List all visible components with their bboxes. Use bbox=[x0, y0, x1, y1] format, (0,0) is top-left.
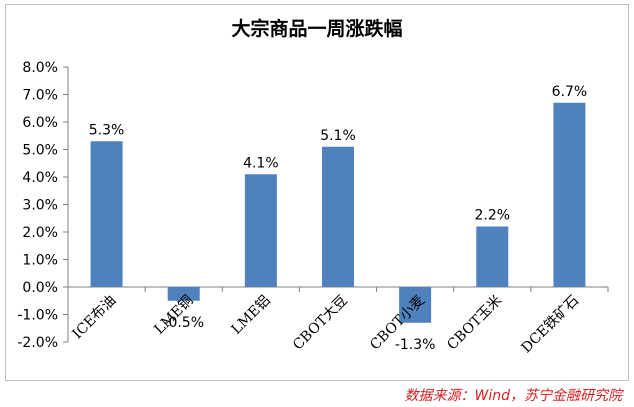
bar bbox=[244, 174, 277, 287]
bar bbox=[476, 226, 509, 287]
data-label: 5.1% bbox=[320, 128, 356, 144]
bar bbox=[322, 146, 354, 287]
bar bbox=[90, 141, 123, 287]
data-label: 4.1% bbox=[243, 155, 279, 171]
category-label: CBOT玉米 bbox=[444, 293, 505, 354]
data-label: 2.2% bbox=[474, 208, 510, 224]
category-label: DCE铁矿石 bbox=[519, 293, 583, 357]
bar bbox=[167, 287, 200, 301]
category-label: CBOT大豆 bbox=[290, 293, 351, 354]
y-tick-label: 1.0% bbox=[22, 253, 58, 269]
y-tick-label: 6.0% bbox=[22, 115, 58, 131]
chart-title: 大宗商品一周涨跌幅 bbox=[231, 18, 403, 40]
y-tick-label: 0.0% bbox=[22, 280, 58, 296]
bar bbox=[553, 102, 586, 287]
y-tick-label: 3.0% bbox=[22, 198, 58, 214]
y-tick-label: 8.0% bbox=[22, 60, 58, 76]
y-tick-label: -1.0% bbox=[17, 308, 58, 324]
y-tick-label: 4.0% bbox=[22, 170, 58, 186]
category-label: ICE布油 bbox=[70, 293, 120, 343]
data-label: 6.7% bbox=[552, 84, 588, 100]
y-tick-label: 5.0% bbox=[22, 143, 58, 159]
data-label: 5.3% bbox=[89, 122, 125, 138]
y-tick-label: 7.0% bbox=[22, 88, 58, 104]
data-label: -0.5% bbox=[163, 315, 204, 331]
category-label: LME铝 bbox=[229, 293, 274, 338]
source-note: 数据来源：Wind，苏宁金融研究院 bbox=[404, 388, 623, 404]
bar bbox=[399, 287, 432, 323]
data-label: -1.3% bbox=[395, 337, 436, 353]
y-tick-label: 2.0% bbox=[22, 225, 58, 241]
y-tick-label: -2.0% bbox=[17, 335, 58, 351]
